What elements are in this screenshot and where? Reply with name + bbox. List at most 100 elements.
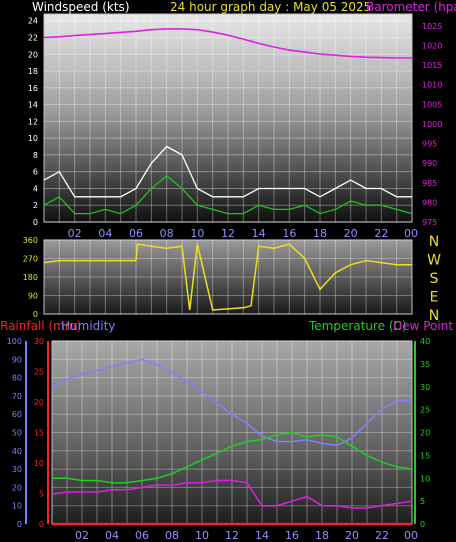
time-label: 14 <box>255 529 269 542</box>
time-label: 00 <box>404 529 418 542</box>
time-label: 16 <box>285 529 299 542</box>
barometer-tick-label: 1010 <box>422 81 442 90</box>
time-label: 02 <box>75 529 89 542</box>
wind-tick-label: 8 <box>33 151 38 160</box>
direction-plot-area <box>43 239 413 315</box>
humidity-label: Humidity <box>61 319 115 333</box>
wind-tick-label: 20 <box>28 50 38 59</box>
direction-tick-label: 270 <box>23 255 38 264</box>
time-axis-bottom: 02 04 06 08 10 12 14 16 18 20 22 00 <box>75 529 418 542</box>
temperature-tick-label: 0 <box>420 520 425 529</box>
humidity-axis: 0 10 20 30 40 50 60 70 80 90 100 <box>7 337 27 529</box>
time-label: 22 <box>374 227 388 240</box>
wind-tick-label: 0 <box>33 218 38 227</box>
rainfall-axis: 0 5 10 15 20 25 30 <box>34 337 49 529</box>
humidity-tick-label: 90 <box>12 355 22 364</box>
graph-title: 24 hour graph day : May 05 2025 <box>170 0 371 14</box>
time-label: 18 <box>315 529 329 542</box>
humidity-tick-label: 10 <box>12 502 22 511</box>
time-label: 08 <box>160 227 174 240</box>
temperature-tick-label: 5 <box>420 497 425 506</box>
humidity-tick-label: 60 <box>12 410 22 419</box>
temperature-tick-label: 10 <box>420 474 430 483</box>
rainfall-tick-label: 30 <box>34 337 44 346</box>
rainfall-tick-label: 0 <box>39 520 44 529</box>
wind-tick-label: 24 <box>28 17 38 26</box>
temp-humidity-plot-area <box>51 340 413 525</box>
direction-letter: N <box>429 234 439 250</box>
temperature-tick-label: 30 <box>420 383 430 392</box>
direction-letter: W <box>427 253 441 269</box>
humidity-tick-label: 40 <box>12 447 22 456</box>
time-axis-top: 02 04 06 08 10 12 14 16 18 20 22 00 <box>68 227 418 240</box>
barometer-tick-label: 1000 <box>422 120 442 129</box>
time-label: 06 <box>129 227 143 240</box>
time-label: 00 <box>404 227 418 240</box>
wind-plot-area <box>43 13 413 223</box>
humidity-tick-label: 70 <box>12 392 22 401</box>
temperature-tick-label: 35 <box>420 360 430 369</box>
temperature-tick-label: 15 <box>420 451 430 460</box>
barometer-tick-label: 990 <box>422 159 437 168</box>
rainfall-tick-label: 10 <box>34 459 44 468</box>
humidity-tick-label: 80 <box>12 374 22 383</box>
humidity-tick-label: 50 <box>12 429 22 438</box>
direction-tick-label: 360 <box>23 236 38 245</box>
time-label: 06 <box>135 529 149 542</box>
wind-tick-label: 12 <box>28 117 38 126</box>
humidity-tick-label: 30 <box>12 465 22 474</box>
humidity-tick-label: 100 <box>7 337 22 346</box>
barometer-tick-label: 1025 <box>422 22 442 31</box>
direction-letter: E <box>430 290 439 306</box>
direction-series <box>43 243 412 311</box>
barometer-tick-label: 975 <box>422 218 437 227</box>
time-label: 10 <box>195 529 209 542</box>
humidity-tick-label: 0 <box>17 520 22 529</box>
barometer-tick-label: 995 <box>422 140 437 149</box>
direction-tick-label: 0 <box>33 310 38 319</box>
windspeed-label: Windspeed (kts) <box>32 0 130 14</box>
temperature-tick-label: 25 <box>420 406 430 415</box>
wind-tick-label: 6 <box>33 168 38 177</box>
time-label: 04 <box>105 529 119 542</box>
direction-tick-label: 90 <box>28 292 38 301</box>
time-label: 12 <box>225 529 239 542</box>
barometer-axis: 975 980 985 990 995 1000 1005 1010 1015 1020 1025 <box>422 22 442 227</box>
time-label: 18 <box>313 227 327 240</box>
time-label: 14 <box>252 227 266 240</box>
barometer-tick-label: 980 <box>422 198 437 207</box>
wind-tick-label: 2 <box>33 201 38 210</box>
wind-tick-label: 14 <box>28 101 38 110</box>
humidity-tick-label: 20 <box>12 483 22 492</box>
time-label: 12 <box>221 227 235 240</box>
barometer-label: Barometer (hpa) <box>366 0 456 14</box>
temperature-tick-label: 40 <box>420 337 430 346</box>
series-wind-speed <box>43 175 413 215</box>
time-label: 10 <box>190 227 204 240</box>
barometer-tick-label: 1015 <box>422 61 442 70</box>
wind-tick-label: 4 <box>33 184 38 193</box>
rainfall-label: Rainfall (mm) <box>0 319 81 333</box>
series-wind-direction <box>43 243 412 311</box>
direction-tick-label: 180 <box>23 273 38 282</box>
direction-letter: N <box>429 308 439 324</box>
wind-series <box>43 28 413 215</box>
temperature-tick-label: 20 <box>420 429 430 438</box>
barometer-tick-label: 985 <box>422 179 437 188</box>
time-label: 20 <box>345 529 359 542</box>
lower-series <box>51 358 413 526</box>
time-label: 04 <box>98 227 112 240</box>
direction-plot-grid <box>44 239 412 315</box>
time-label: 16 <box>282 227 296 240</box>
rainfall-tick-label: 5 <box>39 490 44 499</box>
series-temperature <box>52 431 413 484</box>
barometer-tick-label: 1020 <box>422 41 442 50</box>
wind-tick-label: 22 <box>28 33 38 42</box>
direction-axis: 0 90 180 270 360 <box>23 236 38 319</box>
dewpoint-label: Dew Point (C) <box>393 319 456 333</box>
wind-tick-label: 18 <box>28 67 38 76</box>
time-label: 02 <box>68 227 82 240</box>
